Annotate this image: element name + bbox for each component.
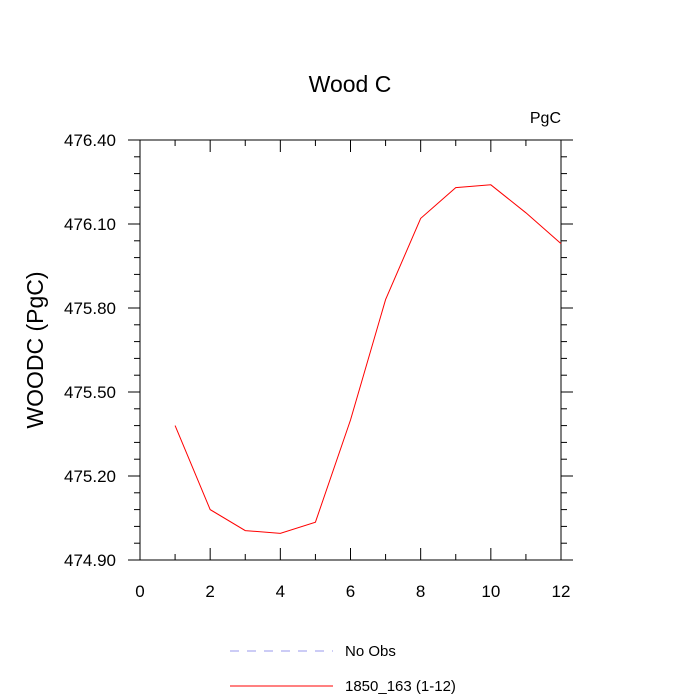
chart-title: Wood C [309, 71, 392, 97]
legend-label: 1850_163 (1-12) [345, 678, 456, 695]
y-tick-label: 476.10 [64, 215, 116, 234]
y-tick-label: 476.40 [64, 131, 116, 150]
y-tick-label: 475.50 [64, 383, 116, 402]
legend: No Obs 1850_163 (1-12) [230, 643, 456, 695]
units-label: PgC [530, 110, 561, 127]
series-line [174, 184, 562, 534]
x-tick-label: 12 [552, 582, 571, 601]
axis-tick-labels: 0 2 4 6 8 10 12 474.90 475.20 475.50 475.80 476.10 4… [64, 131, 570, 601]
x-tick-label: 8 [416, 582, 425, 601]
y-tick-label: 475.80 [64, 299, 116, 318]
plot-frame [139, 139, 562, 561]
y-axis-label: WOODC (PgC) [22, 271, 48, 428]
series-group [174, 184, 562, 534]
y-tick-label: 475.20 [64, 467, 116, 486]
x-tick-label: 0 [135, 582, 144, 601]
y-tick-label: 474.90 [64, 551, 116, 570]
legend-label: No Obs [345, 643, 396, 660]
x-tick-label: 2 [205, 582, 214, 601]
x-tick-label: 4 [276, 582, 285, 601]
x-tick-label: 10 [481, 582, 500, 601]
axis-ticks [128, 139, 573, 561]
x-tick-label: 6 [346, 582, 355, 601]
